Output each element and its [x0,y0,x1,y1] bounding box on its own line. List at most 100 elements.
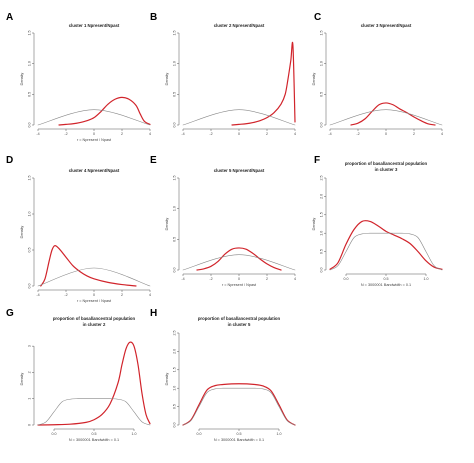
y-tick-label: 1.5 [320,212,324,217]
panel-letter: F [314,155,320,166]
x-tick-label: -4 [328,132,331,136]
chart-subtitle: in cluster 5 [228,322,251,327]
panel-letter: H [150,308,157,319]
density-curve-reference [37,267,151,287]
y-tick-label: 1.5 [28,176,32,181]
x-tick-label: 2 [413,132,415,136]
x-tick-label: -2 [209,277,212,281]
x-tick-label: 4 [294,277,296,281]
x-tick-label: 1.0 [424,277,429,281]
density-curve-reference [182,109,296,126]
x-tick-label: -2 [64,132,67,136]
panel-letter: G [6,308,14,319]
y-tick-label: 1.5 [320,31,324,36]
x-axis-label: r = Npresent / Npast [77,299,112,303]
chart-title: proportion of basal/ancestral population [345,161,428,166]
density-curve-observed [58,96,151,126]
x-tick-label: -2 [64,293,67,297]
chart-subtitle: in cluster 2 [83,322,106,327]
density-curve-reference [182,254,296,271]
y-axis-label: Density [165,218,169,231]
y-tick-label: 2.5 [320,176,324,181]
panel-letter: D [6,155,13,166]
x-tick-label: 2 [266,277,268,281]
y-tick-label: 2.0 [320,194,324,199]
x-tick-label: 2 [121,132,123,136]
y-tick-label: 1.0 [28,61,32,66]
y-tick-label: 1.0 [173,206,177,211]
y-tick-label: 0.5 [320,92,324,97]
x-tick-label: -2 [356,132,359,136]
y-tick-label: 0.0 [28,123,32,128]
x-tick-label: 4 [149,293,151,297]
y-tick-label: 0.5 [28,92,32,97]
density-curve-observed [196,247,282,271]
panel-letter: E [150,155,157,166]
y-tick-label: 0.0 [320,268,324,273]
x-tick-label: 0.0 [344,277,349,281]
panel-letter: A [6,12,13,23]
density-curve-reference [329,232,443,271]
chart-title: cluster 5 Npresent/Npast [214,168,265,173]
y-tick-label: 0.5 [173,92,177,97]
y-tick-label: 0.0 [320,123,324,128]
y-axis-label: Density [312,73,316,86]
y-axis-label: Density [20,226,24,239]
x-tick-label: 0 [238,277,240,281]
x-tick-label: 0 [385,132,387,136]
y-tick-label: 2.0 [173,349,177,354]
y-tick-label: 0.5 [173,237,177,242]
x-tick-label: -2 [209,132,212,136]
x-tick-label: -4 [36,293,39,297]
x-tick-label: 2 [121,293,123,297]
density-curve-observed [231,41,296,126]
x-axis-label: N = 3000001 Bandwidth = 0.1 [69,438,119,442]
density-curve-observed [37,341,151,426]
y-tick-label: 0.0 [28,284,32,289]
x-tick-label: 0.5 [237,432,242,436]
y-tick-label: 0.5 [320,249,324,254]
x-axis-label: N = 3000001 Bandwidth = 0.1 [214,438,264,442]
y-tick-label: 1.0 [173,61,177,66]
x-tick-label: 4 [294,132,296,136]
chart-title: cluster 4 Npresent/Npast [69,168,120,173]
density-curve-observed [40,245,137,287]
x-tick-label: 0.0 [52,432,57,436]
density-curve-reference [37,398,151,426]
x-tick-label: 0.5 [92,432,97,436]
y-tick-label: 1.0 [28,212,32,217]
density-curve-reference [182,387,296,426]
y-tick-label: 0.0 [173,268,177,273]
x-tick-label: 0 [93,293,95,297]
chart-title: proportion of basal/ancestral population [53,316,136,321]
x-tick-label: -4 [181,132,184,136]
y-axis-label: Density [312,218,316,231]
x-axis-label: r = Npresent / Npast [222,283,257,287]
density-curve-observed [182,383,296,426]
density-curve-reference [329,109,443,126]
y-tick-label: 3 [28,345,32,347]
y-tick-label: 2.5 [173,331,177,336]
y-axis-label: Density [165,73,169,86]
x-tick-label: 4 [149,132,151,136]
x-axis-label: N = 3000001 Bandwidth = 0.1 [361,283,411,287]
y-tick-label: 2 [28,371,32,373]
x-tick-label: 1.0 [277,432,282,436]
x-tick-label: 4 [441,132,443,136]
y-tick-label: 0 [28,424,32,426]
density-curve-reference [37,109,151,126]
y-tick-label: 0.0 [173,123,177,128]
y-axis-label: Density [165,373,169,386]
chart-title: proportion of basal/ancestral population [198,316,281,321]
y-tick-label: 1.0 [320,61,324,66]
y-tick-label: 0.5 [173,404,177,409]
